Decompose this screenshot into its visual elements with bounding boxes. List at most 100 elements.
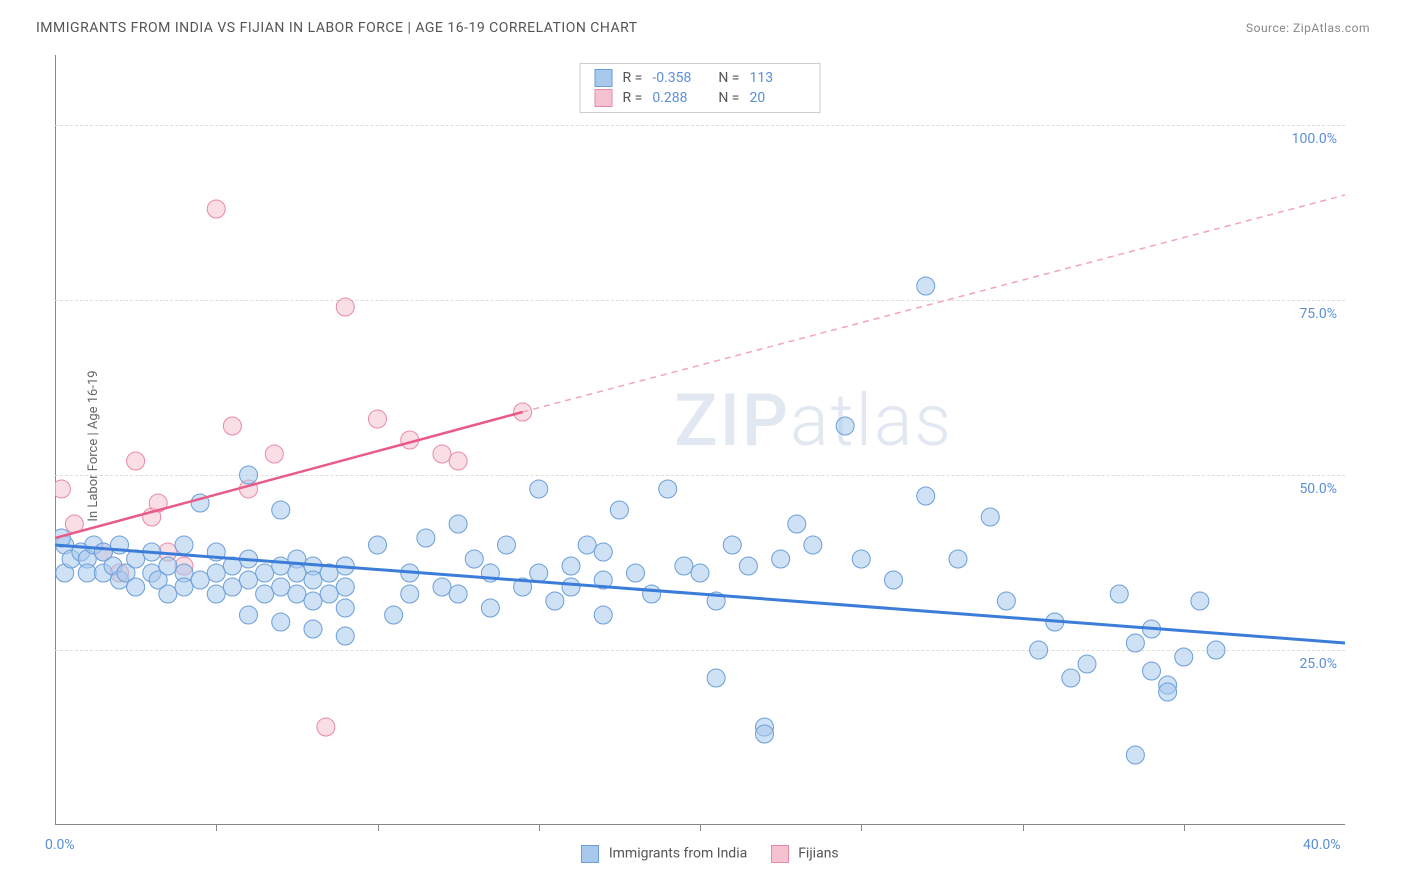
data-point [320, 585, 338, 603]
data-point [1126, 746, 1144, 764]
data-point [1110, 585, 1128, 603]
data-point [304, 620, 322, 638]
n-label: N = [718, 90, 739, 106]
swatch-fijians [771, 845, 789, 863]
r-label: R = [623, 70, 643, 86]
svg-layer [55, 55, 1345, 825]
data-point [304, 592, 322, 610]
data-point [304, 571, 322, 589]
legend-label-india: Immigrants from India [609, 846, 747, 862]
n-value-fijians: 20 [749, 90, 805, 106]
x-tick [700, 825, 701, 831]
data-point [240, 571, 258, 589]
series-legend: Immigrants from India Fijians [55, 845, 1345, 863]
data-point [288, 585, 306, 603]
data-point [1078, 655, 1096, 673]
data-point [449, 452, 467, 470]
data-point [917, 277, 935, 295]
data-point [1062, 669, 1080, 687]
data-point [804, 536, 822, 554]
data-point [272, 501, 290, 519]
n-value-india: 113 [749, 70, 805, 86]
data-point [385, 606, 403, 624]
chart-area: 25.0%50.0%75.0%100.0%0.0%40.0%ZIPatlas R… [55, 55, 1345, 825]
data-point [207, 564, 225, 582]
data-point [317, 718, 335, 736]
x-tick [539, 825, 540, 831]
data-point [433, 578, 451, 596]
source-label: Source: ZipAtlas.com [1246, 21, 1370, 35]
data-point [127, 452, 145, 470]
r-label: R = [623, 90, 643, 106]
data-point [175, 578, 193, 596]
data-point [336, 599, 354, 617]
data-point [594, 606, 612, 624]
data-point [369, 536, 387, 554]
x-tick [1184, 825, 1185, 831]
data-point [530, 564, 548, 582]
data-point [675, 557, 693, 575]
data-point [852, 550, 870, 568]
x-tick [216, 825, 217, 831]
x-tick [378, 825, 379, 831]
data-point [449, 515, 467, 533]
data-point [1175, 648, 1193, 666]
title-bar: IMMIGRANTS FROM INDIA VS FIJIAN IN LABOR… [36, 20, 1370, 36]
data-point [707, 669, 725, 687]
data-point [433, 445, 451, 463]
data-point [610, 501, 628, 519]
data-point [981, 508, 999, 526]
data-point [272, 557, 290, 575]
data-point [265, 445, 283, 463]
data-point [336, 627, 354, 645]
plot-surface: 25.0%50.0%75.0%100.0%0.0%40.0%ZIPatlas [55, 55, 1345, 825]
regression-line [523, 195, 1345, 412]
n-label: N = [718, 70, 739, 86]
data-point [272, 613, 290, 631]
data-point [191, 571, 209, 589]
data-point [449, 585, 467, 603]
data-point [530, 480, 548, 498]
data-point [1191, 592, 1209, 610]
swatch-india [595, 69, 613, 87]
data-point [159, 557, 177, 575]
data-point [369, 410, 387, 428]
data-point [481, 599, 499, 617]
data-point [997, 592, 1015, 610]
data-point [207, 200, 225, 218]
data-point [1159, 683, 1177, 701]
data-point [336, 578, 354, 596]
data-point [127, 578, 145, 596]
data-point [562, 578, 580, 596]
data-point [643, 585, 661, 603]
legend-label-fijians: Fijians [798, 846, 838, 862]
data-point [272, 578, 290, 596]
data-point [401, 585, 419, 603]
data-point [78, 564, 96, 582]
data-point [207, 585, 225, 603]
data-point [498, 536, 516, 554]
data-point [546, 592, 564, 610]
data-point [465, 550, 483, 568]
data-point [885, 571, 903, 589]
data-point [627, 564, 645, 582]
data-point [336, 298, 354, 316]
data-point [723, 536, 741, 554]
swatch-fijians [595, 89, 613, 107]
data-point [562, 557, 580, 575]
data-point [240, 466, 258, 484]
data-point [223, 578, 241, 596]
data-point [739, 557, 757, 575]
r-value-india: -0.358 [652, 70, 708, 86]
legend-row-fijians: R = 0.288 N = 20 [595, 88, 806, 108]
data-point [175, 536, 193, 554]
x-tick [1023, 825, 1024, 831]
correlation-legend: R = -0.358 N = 113 R = 0.288 N = 20 [580, 63, 821, 113]
data-point [836, 417, 854, 435]
data-point [578, 536, 596, 554]
data-point [256, 564, 274, 582]
chart-title: IMMIGRANTS FROM INDIA VS FIJIAN IN LABOR… [36, 20, 638, 36]
r-value-fijians: 0.288 [652, 90, 708, 106]
data-point [223, 417, 241, 435]
data-point [288, 564, 306, 582]
